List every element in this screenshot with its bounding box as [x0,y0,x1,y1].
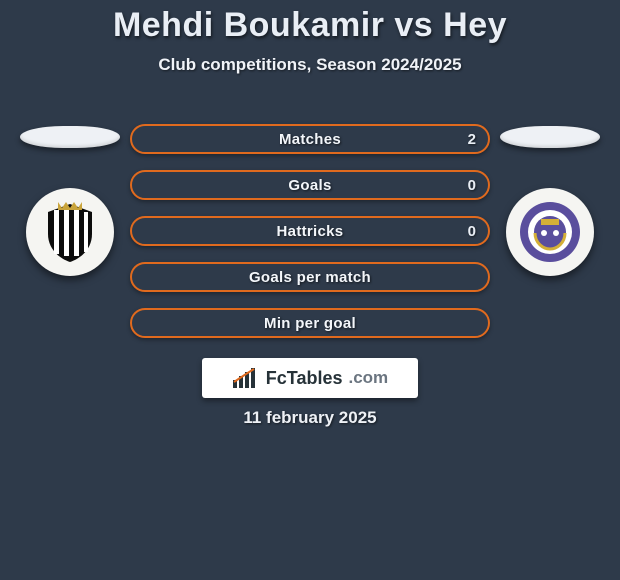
page-title: Mehdi Boukamir vs Hey [0,0,620,45]
site-logo: FcTables .com [202,358,418,398]
player2-name: Hey [443,6,507,44]
site-suffix: .com [349,368,389,388]
right-club-badge [506,188,594,276]
right-side [490,110,610,276]
stat-row-matches: Matches 2 [130,124,490,154]
stat-right-value: 0 [468,172,476,198]
right-club-crest-icon [517,199,583,265]
left-club-crest-icon [38,200,102,264]
left-club-badge [26,188,114,276]
left-side [10,110,130,276]
stats-column: Matches 2 Goals 0 Hattricks 0 Goals per … [130,110,490,398]
stat-label: Goals per match [249,269,371,286]
barchart-icon [232,366,260,390]
stat-label: Min per goal [264,315,356,332]
stat-row-hattricks: Hattricks 0 [130,216,490,246]
player1-name: Mehdi Boukamir [113,6,384,44]
site-name: FcTables [266,368,343,389]
stat-right-value: 2 [468,126,476,152]
comparison-layout: Matches 2 Goals 0 Hattricks 0 Goals per … [0,110,620,398]
stat-row-goals-per-match: Goals per match [130,262,490,292]
stat-label: Goals [288,177,331,194]
stat-label: Matches [279,131,341,148]
vs-label: vs [394,6,433,44]
right-player-marker [500,126,600,148]
stat-row-min-per-goal: Min per goal [130,308,490,338]
stat-right-value: 0 [468,218,476,244]
stat-label: Hattricks [277,223,344,240]
subtitle: Club competitions, Season 2024/2025 [0,55,620,75]
stat-row-goals: Goals 0 [130,170,490,200]
left-player-marker [20,126,120,148]
date-label: 11 february 2025 [0,408,620,428]
